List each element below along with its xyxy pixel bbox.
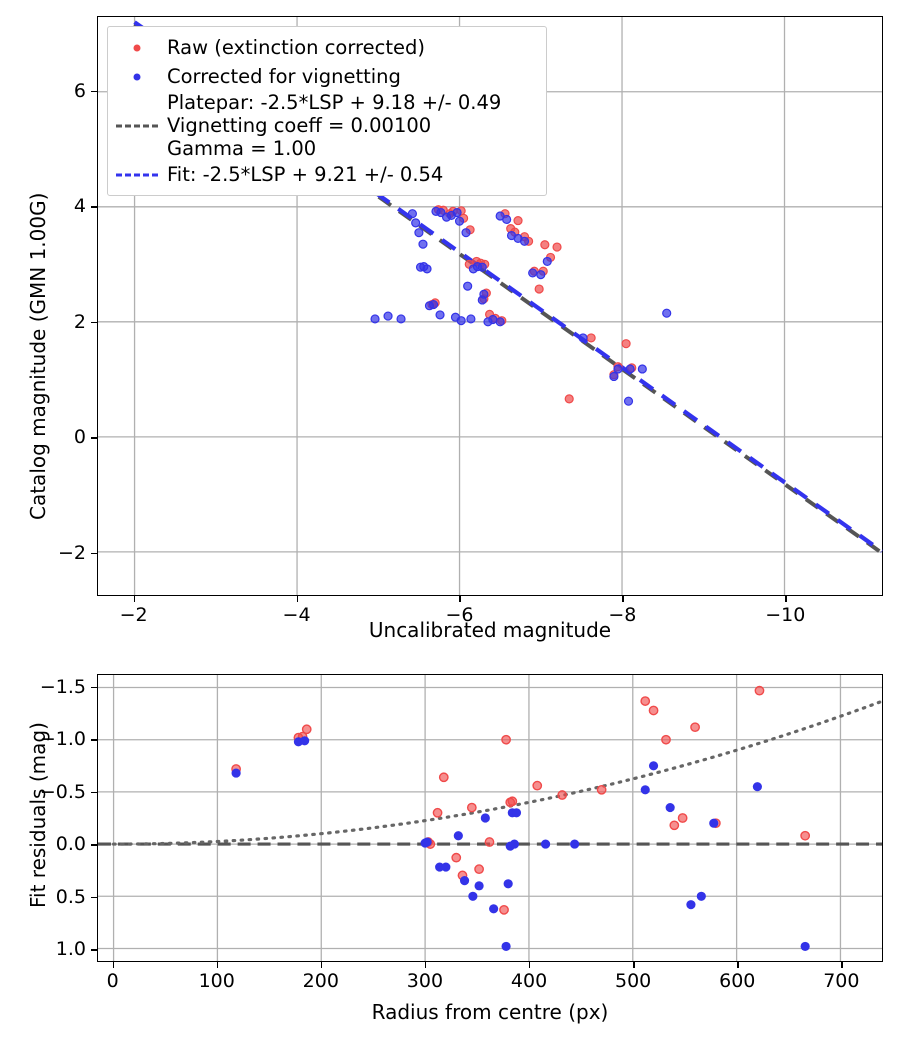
y-tickmark bbox=[91, 437, 97, 439]
legend-dashed-gray-icon bbox=[116, 115, 158, 137]
legend-item-raw[interactable]: Raw (extinction corrected) bbox=[116, 33, 537, 62]
y-tickmark bbox=[91, 321, 97, 324]
x-tick-label: 700 bbox=[823, 970, 860, 992]
top-yaxis-title: Catalog magnitude (GMN 1.00G) bbox=[26, 192, 50, 520]
x-tickmark bbox=[622, 596, 624, 602]
y-tick-label: 2 bbox=[73, 310, 86, 333]
y-tick-label: −1.0 bbox=[39, 728, 86, 751]
x-tickmark bbox=[216, 962, 219, 968]
x-tick-label: 100 bbox=[198, 970, 235, 992]
bottom-yaxis-title: Fit residuals (mag) bbox=[26, 722, 50, 908]
x-tick-label: −2 bbox=[119, 604, 148, 626]
x-tickmark bbox=[529, 962, 531, 968]
bottom-xaxis-title: Radius from centre (px) bbox=[371, 1000, 609, 1024]
legend-label-raw: Raw (extinction corrected) bbox=[167, 36, 425, 59]
fit-residuals-plot bbox=[97, 674, 883, 962]
y-tickmark bbox=[91, 949, 97, 951]
y-tickmark bbox=[91, 686, 97, 688]
x-tickmark bbox=[133, 596, 136, 602]
y-tickmark bbox=[91, 552, 97, 555]
x-tickmark bbox=[459, 596, 461, 602]
legend-item-platepar[interactable]: Platepar: -2.5*LSP + 9.18 +/- 0.49 Vigne… bbox=[116, 91, 537, 160]
y-tick-label: 0 bbox=[73, 426, 86, 449]
x-tick-label: 400 bbox=[510, 970, 548, 992]
x-tick-label: −8 bbox=[608, 604, 637, 626]
x-tickmark bbox=[296, 596, 298, 602]
plot-legend[interactable]: Raw (extinction corrected) Corrected for… bbox=[107, 26, 547, 196]
legend-item-fit[interactable]: Fit: -2.5*LSP + 9.21 +/- 0.54 bbox=[116, 160, 537, 189]
y-tickmark bbox=[91, 896, 97, 899]
x-tick-label: −10 bbox=[765, 604, 806, 626]
x-tick-label: −4 bbox=[282, 604, 311, 626]
y-tickmark bbox=[91, 739, 97, 741]
legend-label-fit: Fit: -2.5*LSP + 9.21 +/- 0.54 bbox=[167, 163, 444, 186]
y-tickmark bbox=[91, 844, 97, 846]
legend-marker-raw-icon bbox=[116, 37, 158, 59]
y-tickmark bbox=[91, 206, 97, 208]
y-tick-label: 4 bbox=[73, 195, 86, 218]
x-tickmark bbox=[633, 962, 635, 968]
x-tick-label: 600 bbox=[719, 970, 756, 992]
y-tick-label: −1.5 bbox=[39, 675, 86, 698]
legend-dashed-blue-icon bbox=[116, 164, 158, 186]
x-tickmark bbox=[424, 962, 427, 968]
x-tick-label: 500 bbox=[615, 970, 652, 992]
legend-label-platepar: Platepar: -2.5*LSP + 9.18 +/- 0.49 Vigne… bbox=[167, 91, 502, 160]
legend-marker-corrected-icon bbox=[116, 66, 158, 88]
fit-residuals-canvas bbox=[98, 675, 882, 961]
x-tickmark bbox=[737, 962, 739, 968]
y-tick-label: 1.0 bbox=[55, 938, 86, 961]
top-xaxis-title: Uncalibrated magnitude bbox=[368, 618, 612, 642]
y-tickmark bbox=[91, 91, 97, 93]
y-tick-label: 6 bbox=[73, 80, 86, 103]
x-tick-label: 300 bbox=[406, 970, 444, 992]
y-tick-label: 0.5 bbox=[55, 885, 86, 908]
legend-item-corrected[interactable]: Corrected for vignetting bbox=[116, 62, 537, 91]
y-tickmark bbox=[91, 791, 97, 794]
x-tickmark bbox=[841, 962, 843, 968]
x-tickmark bbox=[112, 962, 114, 968]
x-tick-label: 200 bbox=[302, 970, 339, 992]
legend-label-corrected: Corrected for vignetting bbox=[167, 65, 401, 88]
y-tick-label: 0.0 bbox=[55, 833, 86, 856]
x-tick-label: 0 bbox=[106, 970, 119, 992]
x-tick-label: −6 bbox=[445, 604, 474, 626]
y-tick-label: −0.5 bbox=[39, 780, 86, 803]
y-tick-label: −2 bbox=[57, 541, 86, 564]
x-tickmark bbox=[785, 596, 787, 602]
x-tickmark bbox=[320, 962, 323, 968]
